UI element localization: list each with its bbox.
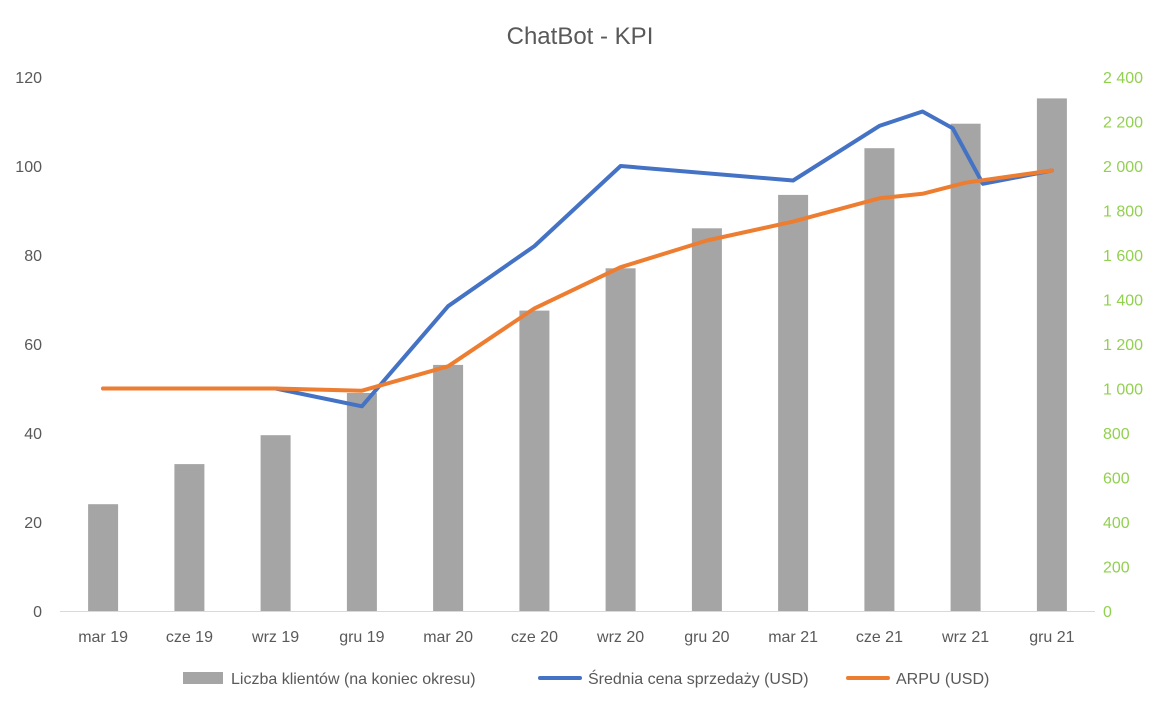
y-right-tick-label: 1 600	[1103, 248, 1143, 265]
y-right-tick-label: 1 800	[1103, 204, 1143, 221]
legend-label: ARPU (USD)	[896, 671, 989, 688]
chart-title: ChatBot - KPI	[507, 23, 654, 50]
lines-layer	[101, 109, 1054, 409]
y-left-tick-label: 100	[15, 159, 42, 176]
bar-6	[605, 268, 636, 611]
y-axis-right: 0 200 400 600 800 1 000 1 200 1 400 1 600 1 800 2 …	[1103, 70, 1143, 621]
bar-4	[433, 364, 464, 611]
y-right-tick-label: 800	[1103, 426, 1130, 443]
bar-7	[691, 228, 722, 612]
y-right-tick-label: 1 400	[1103, 293, 1143, 310]
y-right-tick-label: 1 200	[1103, 337, 1143, 354]
x-tick-label: wrz 20	[596, 629, 644, 646]
y-left-tick-label: 40	[24, 426, 42, 443]
line-series-2	[101, 168, 1054, 393]
x-tick-label: wrz 21	[941, 629, 989, 646]
x-tick-label: mar 20	[423, 629, 473, 646]
y-right-tick-label: 2 000	[1103, 159, 1143, 176]
bar-8	[778, 194, 809, 611]
y-left-tick-label: 0	[33, 604, 42, 621]
y-right-tick-label: 400	[1103, 515, 1130, 532]
bars-layer	[88, 98, 1067, 612]
bar-10	[950, 123, 981, 611]
y-left-tick-label: 60	[24, 337, 42, 354]
bar-11	[1036, 98, 1067, 611]
x-tick-label: mar 21	[768, 629, 818, 646]
x-tick-label: gru 21	[1029, 629, 1074, 646]
y-right-tick-label: 0	[1103, 604, 1112, 621]
x-tick-label: wrz 19	[251, 629, 299, 646]
y-axis-left: 0 20 40 60 80 100 120	[15, 70, 42, 621]
legend-label: Liczba klientów (na koniec okresu)	[231, 671, 476, 688]
x-tick-label: cze 19	[166, 629, 213, 646]
x-tick-label: gru 20	[684, 629, 729, 646]
legend-swatch-bar	[183, 672, 223, 684]
y-left-tick-label: 120	[15, 70, 42, 87]
bar-0	[88, 504, 119, 611]
bar-1	[174, 464, 205, 611]
y-right-tick-label: 1 000	[1103, 382, 1143, 399]
y-left-tick-label: 20	[24, 515, 42, 532]
bar-5	[519, 310, 550, 611]
line-series-1	[101, 109, 1054, 409]
x-tick-label: mar 19	[78, 629, 128, 646]
y-right-tick-label: 2 400	[1103, 70, 1143, 87]
x-tick-label: cze 21	[856, 629, 903, 646]
x-tick-label: cze 20	[511, 629, 558, 646]
bar-2	[260, 435, 291, 611]
y-right-tick-label: 2 200	[1103, 115, 1143, 132]
x-axis: mar 19 cze 19 wrz 19 gru 19 mar 20 cze 20 wrz …	[78, 629, 1074, 646]
legend-label: Średnia cena sprzedaży (USD)	[588, 669, 809, 688]
y-right-tick-label: 600	[1103, 471, 1130, 488]
bar-9	[864, 148, 895, 611]
legend: Liczba klientów (na koniec okresu) Średni…	[183, 669, 989, 688]
y-left-tick-label: 80	[24, 248, 42, 265]
x-tick-label: gru 19	[339, 629, 384, 646]
bar-3	[346, 393, 377, 611]
y-right-tick-label: 200	[1103, 560, 1130, 577]
